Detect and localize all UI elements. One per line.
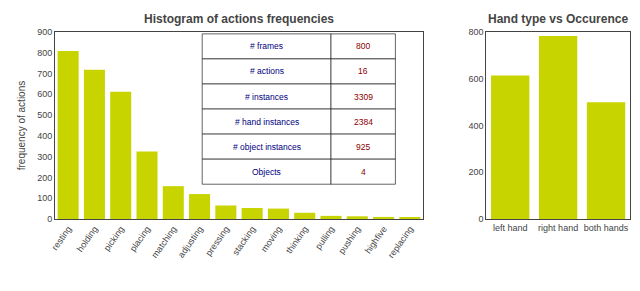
svg-text:800: 800: [356, 41, 370, 51]
svg-text:Objects: Objects: [252, 167, 281, 177]
svg-text:pressing: pressing: [203, 224, 231, 258]
svg-text:frequency of actions: frequency of actions: [16, 81, 27, 171]
svg-text:600: 600: [37, 89, 52, 99]
svg-text:0: 0: [478, 214, 483, 224]
svg-text:stacking: stacking: [230, 224, 257, 257]
svg-text:0: 0: [47, 214, 52, 224]
svg-text:900: 900: [37, 27, 52, 37]
svg-text:# instances: # instances: [245, 92, 288, 102]
svg-text:100: 100: [37, 193, 52, 203]
svg-text:right hand: right hand: [538, 223, 578, 233]
svg-text:400: 400: [468, 121, 483, 131]
svg-text:# hand instances: # hand instances: [235, 117, 299, 127]
svg-text:925: 925: [356, 142, 370, 152]
svg-text:pulling: pulling: [313, 224, 336, 251]
svg-text:200: 200: [468, 167, 483, 177]
svg-text:Histogram of actions frequenci: Histogram of actions frequencies: [144, 12, 334, 26]
svg-text:# frames: # frames: [250, 41, 283, 51]
svg-text:800: 800: [37, 48, 52, 58]
svg-text:4: 4: [361, 167, 366, 177]
svg-text:16: 16: [358, 66, 368, 76]
svg-text:800: 800: [468, 27, 483, 37]
svg-text:left hand: left hand: [493, 223, 528, 233]
svg-text:400: 400: [37, 131, 52, 141]
svg-text:700: 700: [37, 69, 52, 79]
svg-text:# object instances: # object instances: [233, 142, 301, 152]
svg-text:600: 600: [468, 74, 483, 84]
svg-text:picking: picking: [102, 224, 126, 253]
svg-text:moving: moving: [259, 224, 284, 254]
svg-text:thinking: thinking: [284, 224, 310, 255]
svg-text:holding: holding: [75, 224, 100, 254]
svg-text:adjusting: adjusting: [176, 224, 205, 259]
svg-text:replacing: replacing: [386, 224, 415, 260]
svg-text:Hand type vs Occurence: Hand type vs Occurence: [488, 12, 628, 26]
svg-text:placing: placing: [128, 224, 153, 253]
svg-text:2384: 2384: [354, 117, 373, 127]
svg-text:highfive: highfive: [363, 224, 389, 255]
svg-text:500: 500: [37, 110, 52, 120]
svg-text:both hands: both hands: [584, 223, 629, 233]
svg-text:resting: resting: [50, 224, 74, 252]
svg-text:300: 300: [37, 152, 52, 162]
svg-text:200: 200: [37, 173, 52, 183]
svg-text:pushing: pushing: [336, 224, 362, 256]
svg-text:matching: matching: [149, 224, 178, 260]
svg-text:3309: 3309: [354, 92, 373, 102]
svg-text:# actions: # actions: [250, 66, 284, 76]
